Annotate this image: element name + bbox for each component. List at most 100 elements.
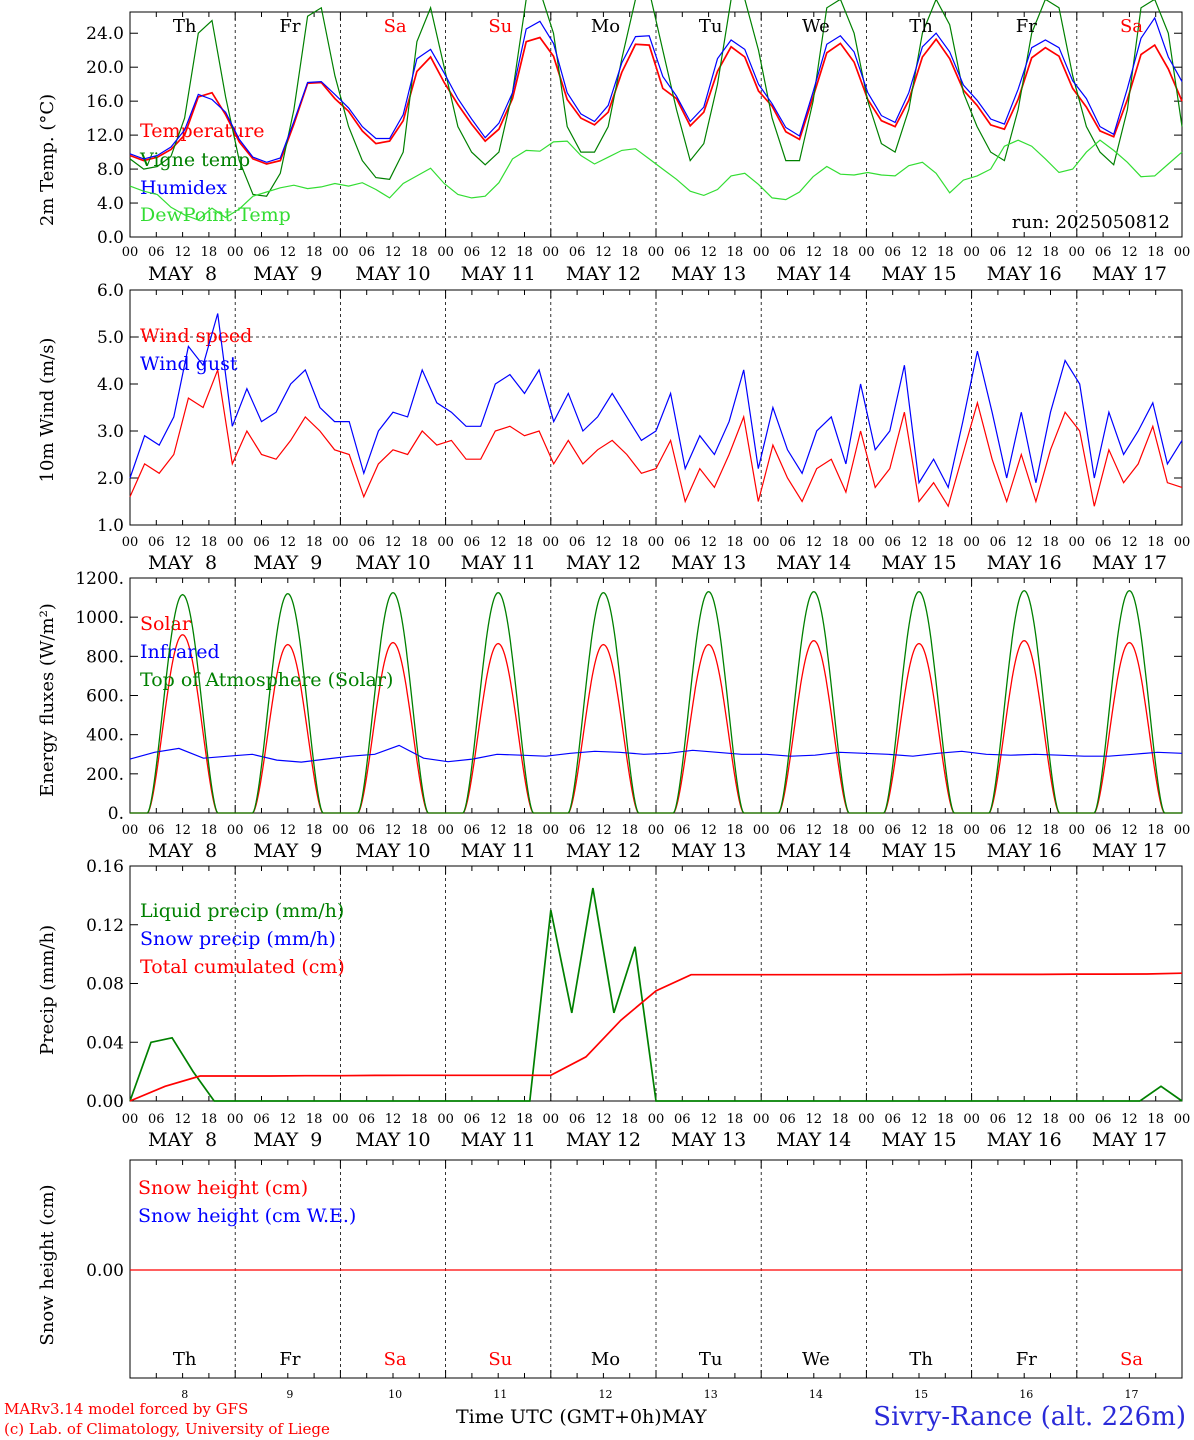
panel-4: Precip (mm/h) 0.00 0.04 0.08 0.12 0.16 Liquid … xyxy=(37,857,1190,1151)
y-tick-label: 5.0 xyxy=(97,328,124,348)
y-tick-label: 6.0 xyxy=(97,281,124,301)
legend-solar: Solar xyxy=(140,613,192,635)
date-label: MAY 11 xyxy=(461,263,536,285)
y-tick-label: 2.0 xyxy=(97,469,124,489)
hour-tick-label: 00 xyxy=(227,1112,244,1127)
day-name: Fr xyxy=(1016,16,1037,37)
hour-tick-label: 06 xyxy=(884,823,901,838)
day-number: 9 xyxy=(286,1388,293,1401)
day-number: 8 xyxy=(181,1388,188,1401)
y-tick-label: 1000. xyxy=(75,608,124,628)
day-name: Th xyxy=(173,1349,197,1370)
hour-tick-label: 06 xyxy=(884,535,901,550)
hour-tick-label: 12 xyxy=(490,245,507,260)
hour-tick-label: 18 xyxy=(306,1112,323,1127)
y-tick-label: 3.0 xyxy=(97,422,124,442)
day-name: Tu xyxy=(699,16,723,37)
legend-wind-gust: Wind gust xyxy=(140,353,238,375)
hour-tick-label: 06 xyxy=(779,245,796,260)
hour-tick-label: 18 xyxy=(306,535,323,550)
hour-tick-label: 00 xyxy=(1069,823,1086,838)
hour-tick-label: 12 xyxy=(280,823,297,838)
hour-tick-label: 12 xyxy=(490,1112,507,1127)
run-annotation: run: 2025050812 xyxy=(1012,212,1170,233)
hour-tick-label: 00 xyxy=(858,823,875,838)
y-tick-label: 0.08 xyxy=(86,975,124,995)
hour-tick-label: 12 xyxy=(806,535,823,550)
date-label: MAY 11 xyxy=(461,1129,536,1151)
hour-tick-label: 06 xyxy=(148,245,165,260)
series-infrared xyxy=(129,744,1183,763)
y-tick-label: 0.0 xyxy=(97,228,124,248)
hour-tick-label: 12 xyxy=(806,823,823,838)
hour-tick-label: 12 xyxy=(280,245,297,260)
hour-tick-label: 00 xyxy=(122,823,139,838)
y-tick-label: 0.00 xyxy=(86,1092,124,1112)
legend-vigne-temp: Vigne temp xyxy=(139,149,250,171)
day-number: 10 xyxy=(388,1388,402,1401)
lab-credit: (c) Lab. of Climatology, University of L… xyxy=(4,1420,330,1438)
y-tick-label: 0. xyxy=(108,804,124,824)
location-title: Sivry-Rance (alt. 226m) xyxy=(873,1402,1186,1432)
hour-tick-label: 06 xyxy=(358,535,375,550)
hour-tick-label: 12 xyxy=(911,245,928,260)
hour-tick-label: 00 xyxy=(753,1112,770,1127)
hour-tick-label: 06 xyxy=(253,823,270,838)
hour-tick-label: 06 xyxy=(358,1112,375,1127)
date-label: MAY 17 xyxy=(1092,1129,1167,1151)
date-label: MAY 9 xyxy=(253,552,322,574)
date-label: MAY 9 xyxy=(253,840,322,862)
date-label: MAY 14 xyxy=(776,552,851,574)
hour-tick-label: 00 xyxy=(1069,535,1086,550)
hour-tick-label: 00 xyxy=(963,245,980,260)
hour-tick-label: 06 xyxy=(569,535,586,550)
day-number: 13 xyxy=(704,1388,718,1401)
hour-tick-label: 06 xyxy=(1095,245,1112,260)
hour-tick-label: 06 xyxy=(779,535,796,550)
hour-tick-label: 18 xyxy=(306,245,323,260)
date-label: MAY 12 xyxy=(566,263,641,285)
hour-tick-label: 06 xyxy=(779,1112,796,1127)
hour-tick-label: 12 xyxy=(280,535,297,550)
day-name: Mo xyxy=(591,1349,620,1370)
hour-tick-label: 00 xyxy=(543,1112,560,1127)
date-label: MAY 15 xyxy=(881,552,956,574)
hour-tick-label: 00 xyxy=(437,1112,454,1127)
hour-tick-label: 12 xyxy=(806,1112,823,1127)
hour-tick-label: 18 xyxy=(1147,823,1164,838)
day-name: Th xyxy=(173,16,197,37)
hour-tick-label: 06 xyxy=(1095,1112,1112,1127)
hour-tick-label: 18 xyxy=(411,823,428,838)
hour-tick-label: 18 xyxy=(621,245,638,260)
day-number: 11 xyxy=(493,1388,507,1401)
hour-tick-label: 18 xyxy=(937,823,954,838)
hour-tick-label: 12 xyxy=(700,245,717,260)
hour-tick-label: 12 xyxy=(911,823,928,838)
hour-tick-label: 18 xyxy=(411,535,428,550)
date-label: MAY 17 xyxy=(1092,263,1167,285)
hour-tick-label: 12 xyxy=(1121,245,1138,260)
hour-tick-label: 06 xyxy=(1095,535,1112,550)
hour-tick-label: 18 xyxy=(1042,823,1059,838)
day-name: We xyxy=(802,16,830,37)
y-tick-label: 200. xyxy=(86,765,124,785)
date-label: MAY 13 xyxy=(671,552,746,574)
hour-tick-label: 18 xyxy=(516,823,533,838)
day-name: Tu xyxy=(699,1349,723,1370)
hour-tick-label: 06 xyxy=(674,1112,691,1127)
hour-tick-label: 06 xyxy=(148,535,165,550)
y-tick-label: 600. xyxy=(86,687,124,707)
hour-tick-label: 00 xyxy=(753,535,770,550)
y-axis-label: 2m Temp. (°C) xyxy=(37,94,58,226)
y-tick-label: 24.0 xyxy=(86,24,124,44)
day-name: Sa xyxy=(1120,16,1143,37)
hour-tick-label: 12 xyxy=(911,1112,928,1127)
date-label: MAY 8 xyxy=(148,1129,217,1151)
day-name: Su xyxy=(488,16,512,37)
hour-tick-label: 18 xyxy=(832,1112,849,1127)
legend-total-cumulated-cm-: Total cumulated (cm) xyxy=(140,956,345,978)
hour-tick-label: 00 xyxy=(227,823,244,838)
panel-5: Snow height (cm) 0.00 Snow height (cm) Snow… xyxy=(37,1159,1183,1401)
legend-snow-height-cm-w-e-: Snow height (cm W.E.) xyxy=(138,1205,356,1227)
